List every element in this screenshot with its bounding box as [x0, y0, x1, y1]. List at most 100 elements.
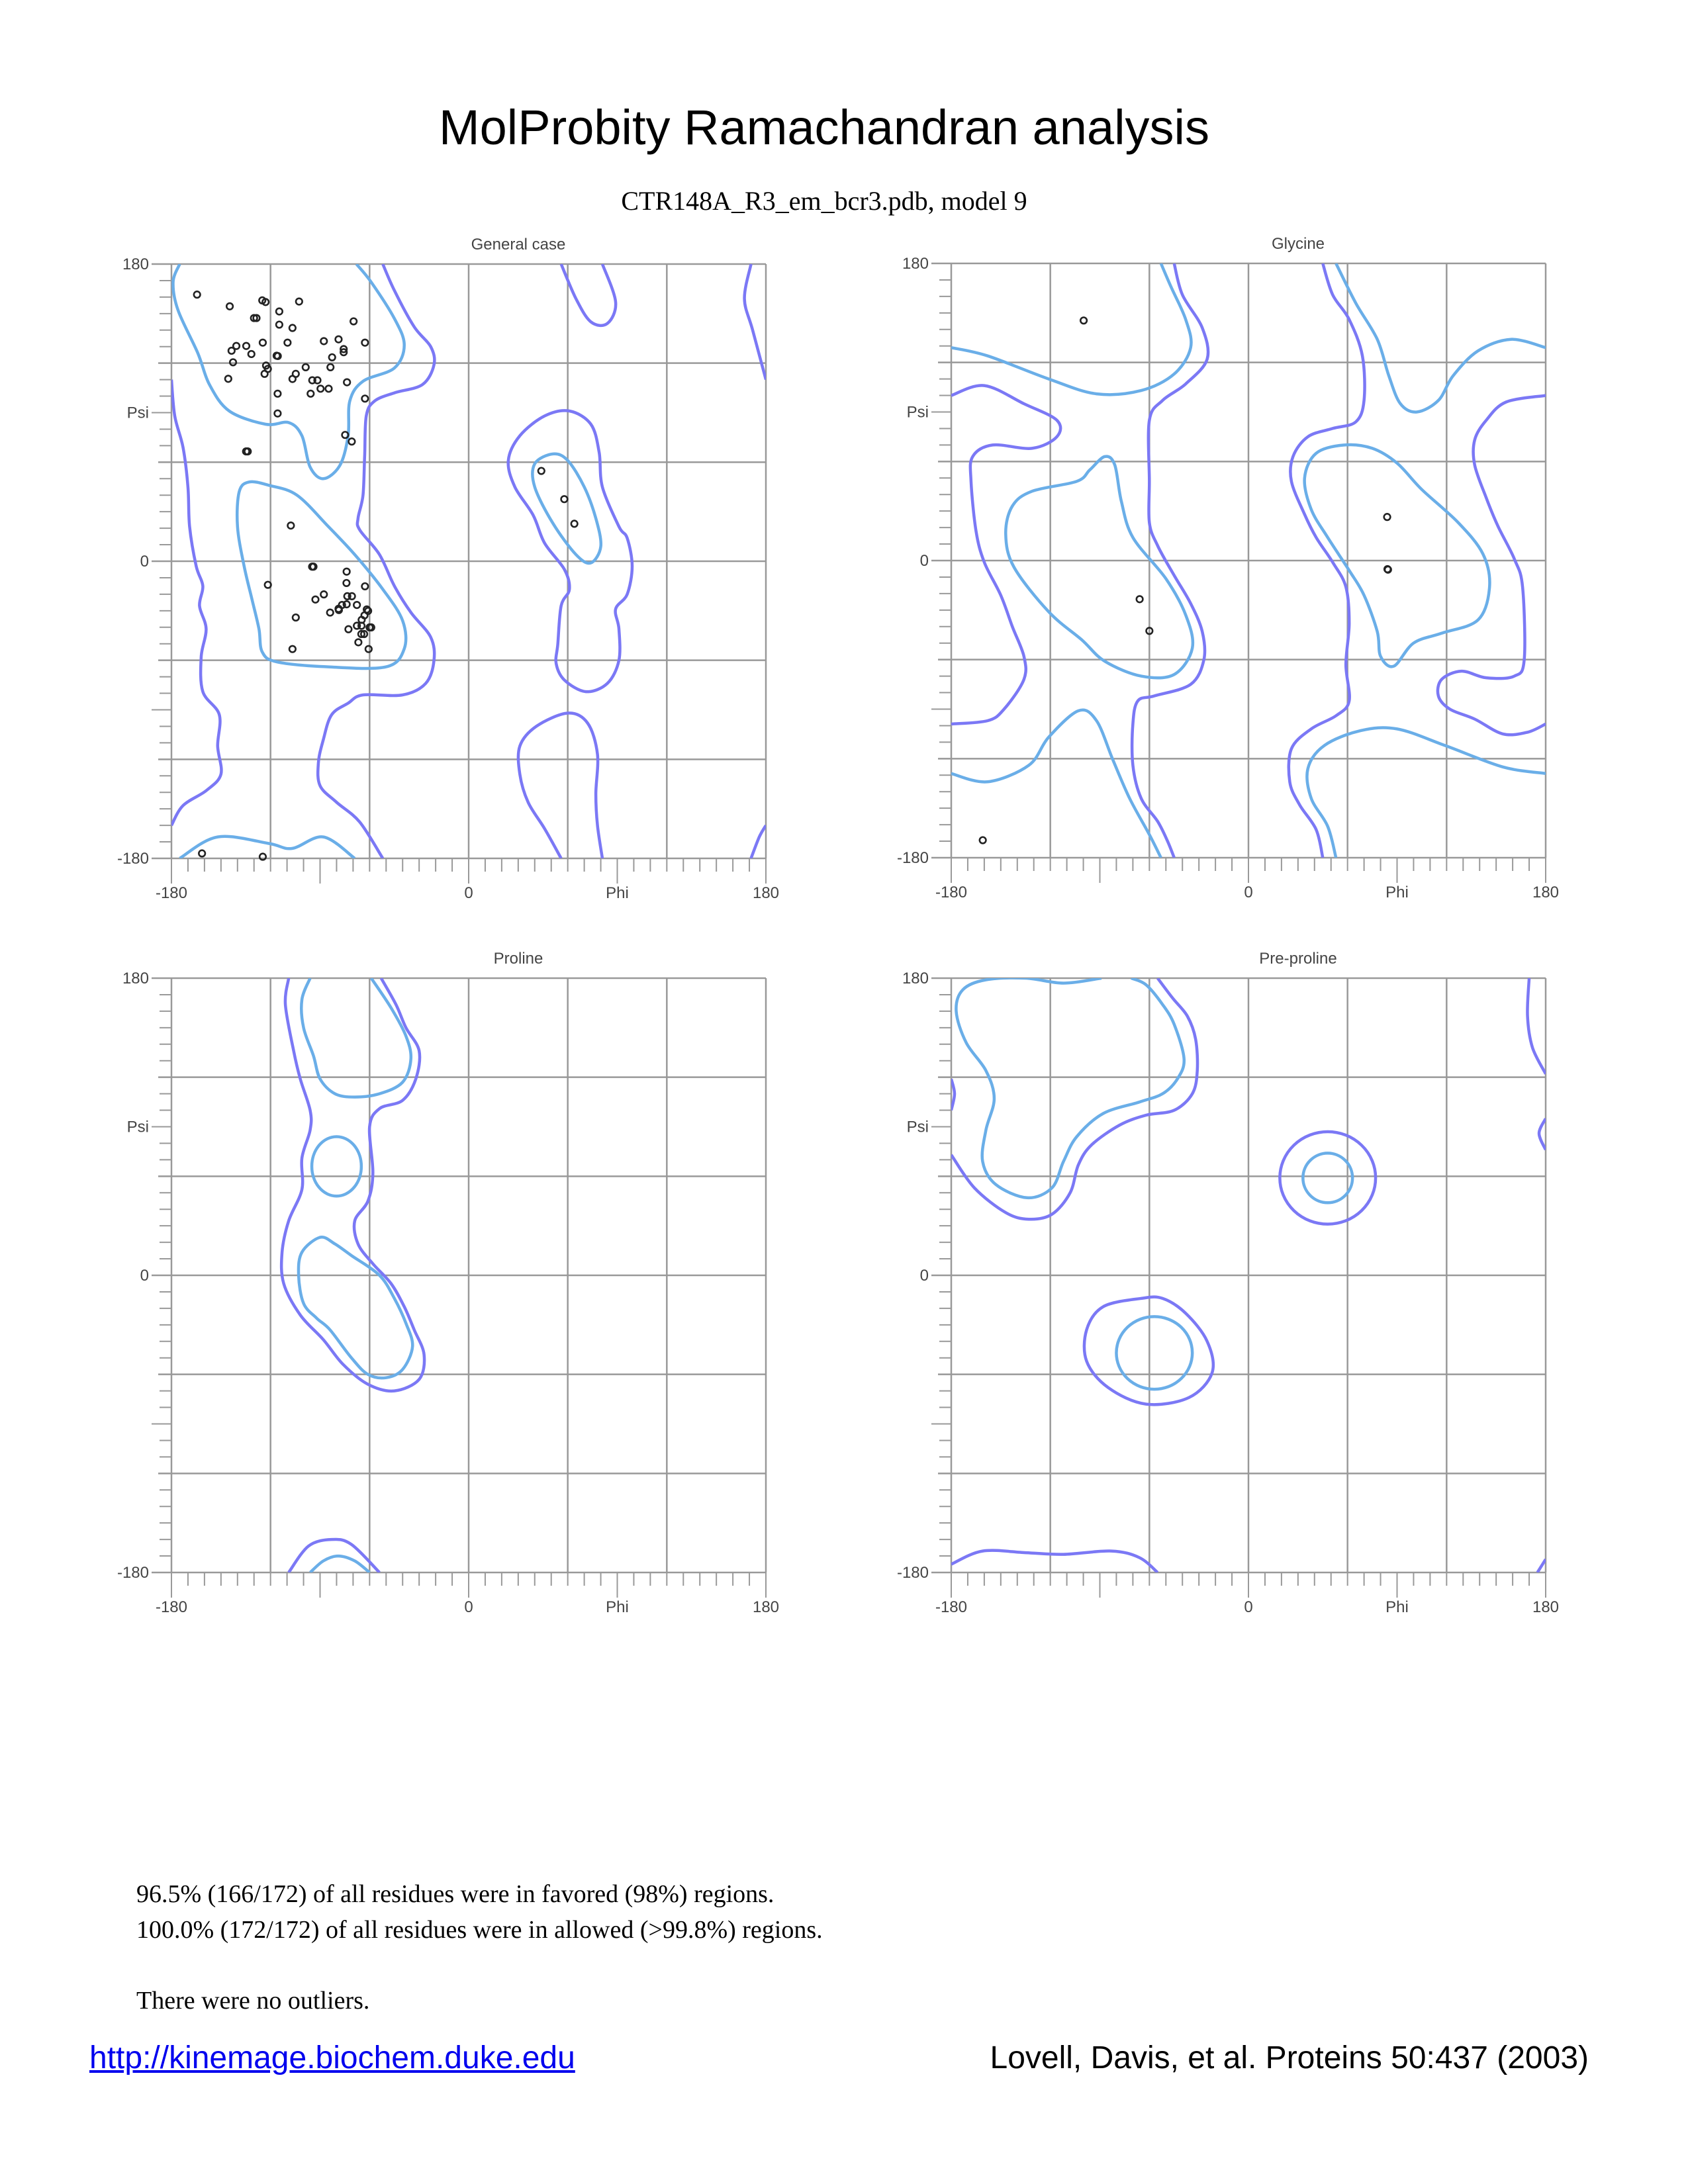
y-tick-label: Psi	[127, 404, 149, 422]
allowed-region-contour	[951, 384, 1062, 726]
residue-point	[316, 385, 325, 393]
contours	[951, 263, 1546, 858]
allowed-region-contour	[171, 379, 223, 827]
residue-point	[361, 338, 369, 347]
residue-point	[263, 580, 272, 589]
page-subtitle: CTR148A_R3_em_bcr3.pdb, model 9	[621, 186, 1027, 216]
residue-point	[340, 345, 348, 353]
residue-point	[326, 608, 334, 617]
residue-point	[252, 314, 261, 322]
residue-point	[334, 606, 344, 614]
y-tick-label: -180	[117, 850, 149, 868]
residue-point	[227, 346, 236, 355]
plot-glycine: Glycine -180 0 Phi 180 180 Psi 0 -180	[897, 235, 1559, 901]
y-tick-label: 0	[140, 1267, 149, 1285]
allowed-region-contour	[1287, 263, 1366, 858]
favored-region-contour	[1301, 1152, 1354, 1205]
x-tick-label: Phi	[606, 1598, 629, 1616]
favored-region-contour	[179, 835, 356, 858]
x-tick-label: 180	[1532, 1598, 1559, 1616]
residue-point	[354, 638, 363, 647]
residue-point	[364, 645, 373, 653]
residue-point	[340, 348, 348, 357]
residue-point	[258, 338, 267, 347]
allowed-region-contour	[1537, 1117, 1546, 1151]
y-tick-label: Psi	[907, 1118, 929, 1136]
residue-point	[570, 520, 579, 528]
allowed-region-contour	[287, 1537, 381, 1572]
y-tick-label: 180	[902, 970, 929, 987]
residue-point	[288, 645, 297, 653]
y-tick-label: -180	[897, 1564, 929, 1582]
residue-point	[361, 582, 369, 591]
x-tick-label: -180	[156, 884, 187, 902]
residue-point	[334, 335, 343, 343]
y-tick-label: 180	[122, 970, 149, 987]
panel-title: Glycine	[1272, 235, 1325, 253]
residue-point	[198, 849, 207, 858]
residue-point	[353, 621, 361, 630]
residue-point	[313, 376, 322, 385]
allowed-region-contour	[743, 264, 766, 381]
allowed-region-contour	[1436, 394, 1546, 737]
x-tick-label: -180	[935, 884, 967, 901]
favored-summary: 96.5% (166/172) of all residues were in …	[136, 1880, 774, 1908]
favored-region-contour	[1115, 1315, 1194, 1391]
plot-pre-proline: Pre-proline -180 0 Phi 180 180 Psi 0 -180	[897, 950, 1559, 1616]
allowed-region-contour	[279, 978, 426, 1393]
residue-point	[261, 298, 270, 306]
x-tick-label: Phi	[606, 884, 629, 902]
residue-point	[287, 522, 295, 530]
residue-point	[343, 592, 352, 600]
y-tick-label: Psi	[907, 404, 929, 422]
allowed-region-contour	[1526, 978, 1546, 1075]
allowed-region-contour	[1082, 1295, 1215, 1406]
residue-point	[560, 495, 569, 504]
citation: Lovell, Davis, et al. Proteins 50:437 (2…	[990, 2040, 1589, 2075]
residue-point	[283, 338, 292, 347]
favored-region-contour	[171, 264, 406, 480]
allowed-region-contour	[516, 711, 604, 858]
favored-region-contour	[1004, 455, 1195, 680]
favored-region-contour	[531, 452, 603, 565]
outliers-summary: There were no outliers.	[136, 1987, 370, 2015]
residue-point	[342, 578, 351, 588]
x-tick-label: 180	[753, 1598, 779, 1616]
residue-point	[348, 437, 356, 446]
favored-region-contour	[297, 1236, 414, 1380]
y-tick-label: 0	[920, 552, 929, 570]
favored-region-contour	[300, 978, 413, 1099]
residue-point	[242, 341, 251, 350]
favored-region-contour	[1335, 263, 1546, 414]
residue-point	[341, 431, 350, 439]
residue-point	[1145, 627, 1154, 635]
residue-point	[273, 409, 282, 418]
allowed-region-contour	[951, 978, 1199, 1221]
residue-point	[357, 629, 365, 639]
x-tick-label: -180	[156, 1598, 187, 1616]
allowed-region-contour	[506, 409, 634, 694]
residue-point	[360, 629, 369, 639]
plot-general-case: General case -180 0 Phi 180 180 Psi 0 -180	[117, 236, 779, 902]
residue-point	[1383, 565, 1392, 574]
contours	[171, 264, 766, 858]
x-tick-label: 180	[753, 884, 779, 902]
allowed-region-contour	[951, 1078, 957, 1111]
contours	[951, 978, 1546, 1572]
favored-region-contour	[309, 1554, 371, 1572]
x-tick-label: 0	[1244, 1598, 1252, 1616]
residue-point	[537, 467, 545, 475]
kinemage-link[interactable]: http://kinemage.biochem.duke.edu	[89, 2040, 575, 2075]
y-tick-label: Psi	[127, 1118, 149, 1136]
favored-region-contour	[1303, 443, 1491, 668]
allowed-region-contour	[559, 264, 618, 328]
favored-region-contour	[951, 708, 1162, 858]
x-tick-label: Phi	[1385, 1598, 1409, 1616]
residue-point	[357, 621, 366, 630]
residue-point	[348, 592, 356, 600]
residue-point	[288, 375, 297, 383]
residue-point	[1383, 513, 1391, 522]
allowed-region-contour	[749, 824, 766, 858]
page-title: MolProbity Ramachandran analysis	[439, 100, 1209, 155]
